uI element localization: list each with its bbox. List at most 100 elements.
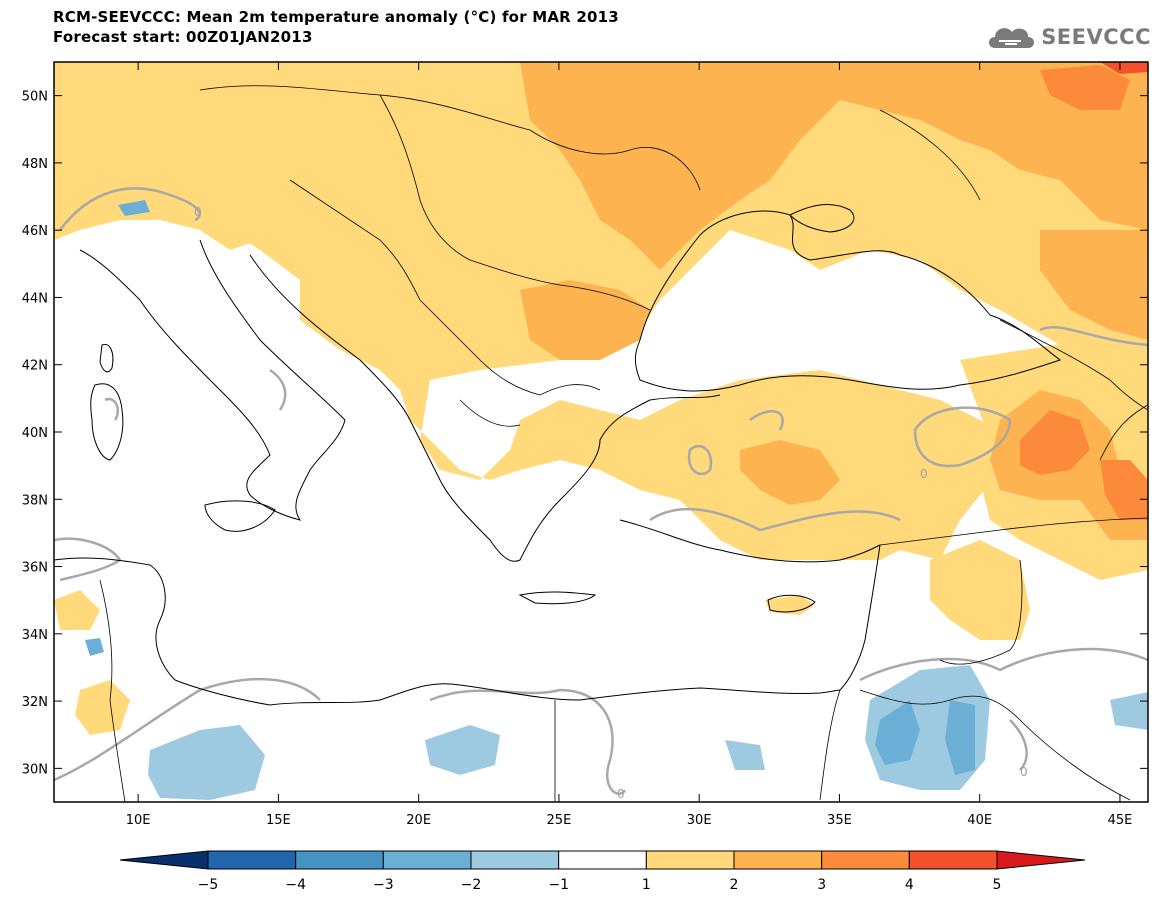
colorbar-label: −1: [548, 877, 569, 893]
coastline-cyprus: [767, 594, 816, 613]
coastline-azov: [789, 204, 855, 233]
coastline-turkey-south: [619, 519, 881, 563]
border: [879, 109, 981, 201]
border: [999, 319, 1148, 411]
colorbar-label: −2: [461, 877, 482, 893]
border: [469, 259, 651, 311]
anomaly-area-russia-east: [1040, 230, 1148, 340]
coastlines: [54, 204, 1062, 706]
coastline-balkans: [249, 254, 721, 562]
anomaly-area-cold-alps: [118, 200, 150, 216]
coastline-italy: [79, 239, 346, 521]
latitude-tick-label: 42N: [22, 359, 48, 374]
coastline-sicily: [204, 500, 276, 532]
contour-egypt: [429, 688, 627, 795]
anomaly-area-colder-saudi-east: [945, 700, 975, 775]
contour-iraq: [1009, 719, 1028, 771]
latitude-tick-label: 44N: [22, 291, 48, 306]
longitude-axis: 10E 15E 20E 25E 30E 35E 40E 45E: [126, 62, 1133, 828]
colorbar-segment: [207, 850, 297, 870]
coastline-black-sea: [634, 210, 1062, 392]
anomaly-area-cyprus: [765, 595, 815, 615]
anomaly-area-hot-azerbaijan: [1100, 460, 1148, 520]
border: [859, 689, 1131, 801]
cloud-icon: [989, 28, 1035, 48]
latitude-tick-label: 34N: [22, 628, 48, 643]
anomaly-area-ukraine: [520, 62, 1148, 270]
longitude-tick-label: 25E: [547, 813, 572, 828]
anomaly-area-hottest: [1100, 62, 1148, 74]
anomaly-area-colder-saudi: [875, 700, 920, 765]
colorbar-label: −4: [285, 877, 306, 893]
contour-arabia: [859, 647, 1148, 682]
latitude-tick-label: 32N: [22, 695, 48, 710]
contour-turkey-north: [749, 410, 784, 431]
longitude-tick-label: 20E: [406, 813, 431, 828]
colorbar-segment: [382, 850, 472, 870]
contour-turkey: [649, 507, 901, 532]
border: [99, 579, 126, 802]
border: [939, 559, 1023, 665]
contour-label: 0: [920, 467, 928, 481]
anomaly-area-libya: [75, 680, 130, 735]
coastline-north-africa: [54, 557, 841, 706]
border: [289, 179, 421, 301]
latitude-tick-label: 30N: [22, 762, 48, 777]
border: [419, 299, 541, 396]
anomaly-area-syria: [930, 540, 1030, 640]
contour-sardinia: [104, 397, 120, 421]
contour-italy: [269, 368, 287, 411]
contour-caucasus: [913, 406, 1012, 468]
latitude-axis: 30N 32N 34N 36N 38N 40N 42N 44N 46N 48N 50N: [22, 90, 1148, 777]
latitude-tick-label: 36N: [22, 561, 48, 576]
colorbar-upper-extension: [996, 850, 1086, 870]
coastline-sardinia: [90, 383, 124, 461]
colorbar-label: −5: [198, 877, 219, 893]
colorbar-segment: [295, 850, 384, 870]
anomaly-area-hot-caucasus: [1020, 410, 1090, 475]
contour-label: 0: [194, 205, 202, 219]
anomaly-area-hot-northeast: [1040, 65, 1130, 110]
colorbar-label: 4: [905, 877, 914, 893]
map-title: RCM-SEEVCCC: Mean 2m temperature anomaly…: [53, 8, 619, 26]
anomaly-area-romania: [520, 280, 650, 360]
coastline-corsica: [99, 343, 114, 373]
contour-black-sea-east: [1039, 326, 1148, 347]
logo-text: SEEVCCC: [1041, 25, 1151, 49]
colorbar-label: 1: [642, 877, 651, 893]
anomaly-fields: [54, 62, 1148, 800]
longitude-tick-label: 45E: [1108, 813, 1133, 828]
colorbar-label: −3: [373, 877, 394, 893]
contour-turkey-central: [687, 444, 713, 476]
anomaly-area-cold-egypt-east: [725, 740, 765, 770]
colorbar-segment: [733, 850, 823, 870]
border: [1099, 404, 1148, 461]
border: [539, 384, 601, 396]
longitude-tick-label: 35E: [827, 813, 852, 828]
coastline-levant: [839, 544, 881, 691]
latitude-tick-label: 40N: [22, 426, 48, 441]
latitude-tick-label: 46N: [22, 224, 48, 239]
colorbar-segment: [558, 850, 647, 870]
longitude-tick-label: 30E: [687, 813, 712, 828]
anomaly-area-anatolia: [740, 440, 840, 505]
anomaly-area-cold-kuwait: [1110, 692, 1148, 730]
longitude-tick-label: 10E: [126, 813, 151, 828]
colorbar-segment: [645, 850, 735, 870]
border: [529, 129, 701, 191]
anomaly-area-cold-libya: [148, 725, 265, 800]
colorbar: −5 −4 −3 −2 −1 1 2 3 4 5: [119, 850, 1086, 893]
anomaly-area-north: [54, 62, 1148, 380]
border: [459, 399, 521, 427]
anomaly-area-tunisia: [54, 590, 100, 630]
latitude-tick-label: 48N: [22, 157, 48, 172]
seevccc-logo: SEEVCCC: [985, 20, 1151, 54]
colorbar-label: 3: [817, 877, 826, 893]
colorbar-segment: [821, 850, 910, 870]
longitude-tick-label: 15E: [266, 813, 291, 828]
border: [819, 689, 841, 801]
border: [879, 517, 1148, 546]
anomaly-area-cold-egypt: [425, 725, 500, 775]
border: [379, 94, 471, 261]
